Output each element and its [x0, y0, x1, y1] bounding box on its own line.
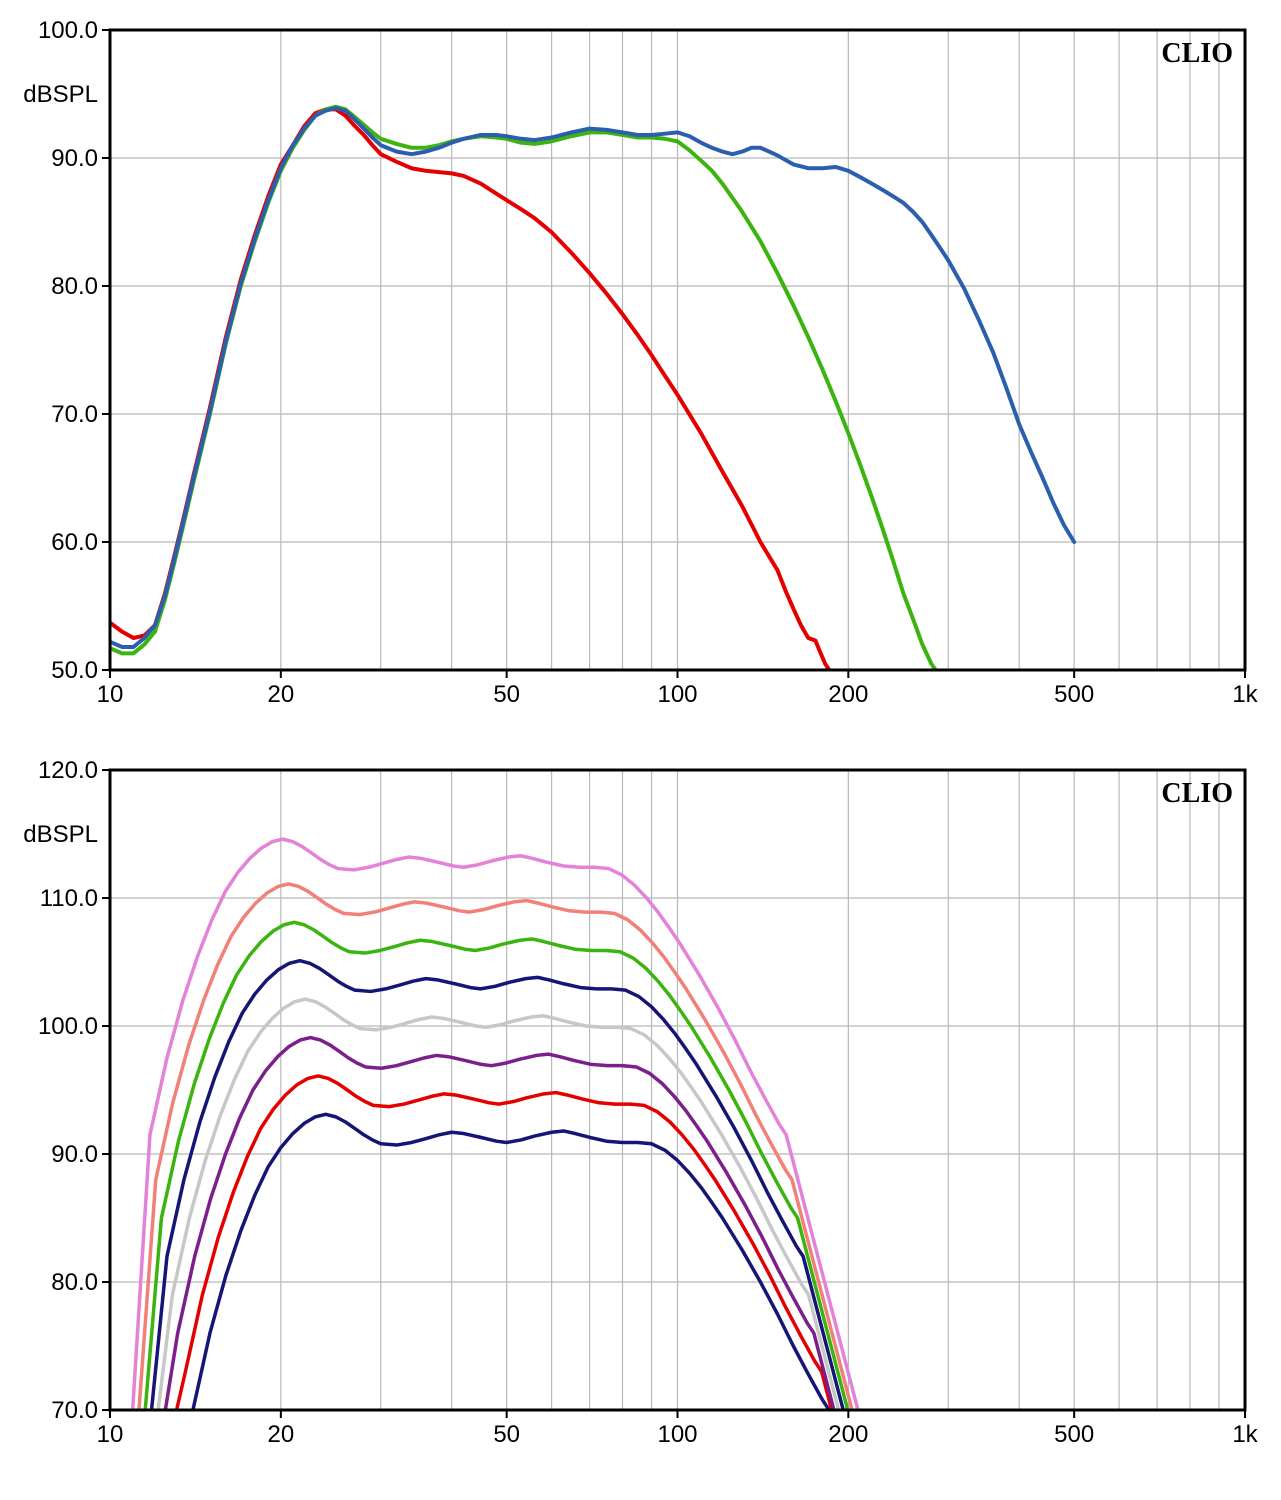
y-axis-label: dBSPL: [23, 821, 98, 848]
page: 10 20 50 100 200 500 1k 50.0 60.0 70.0 80.0 90.0 100…: [0, 0, 1281, 1500]
y-tick-label: 80.0: [51, 273, 98, 300]
x-tick-label: 20: [267, 1421, 294, 1448]
y-tick-label: 80.0: [51, 1269, 98, 1296]
x-tick-label: 100: [657, 1421, 697, 1448]
brand-label: CLIO: [1161, 778, 1233, 809]
x-tick-label: 20: [267, 681, 294, 708]
chart-top: 10 20 50 100 200 500 1k 50.0 60.0 70.0 80.0 90.0 100…: [20, 20, 1260, 720]
y-tick-label: 100.0: [38, 20, 98, 44]
y-tick-label: 110.0: [40, 885, 98, 912]
y-tick-label: 90.0: [51, 145, 98, 172]
chart-bottom-svg: 10 20 50 100 200 500 1k 70.0 80.0 90.0 100.0 110.0 1…: [20, 760, 1260, 1460]
x-tick-label: 200: [828, 681, 868, 708]
y-tick-label: 90.0: [51, 1141, 98, 1168]
chart-bottom: 10 20 50 100 200 500 1k 70.0 80.0 90.0 100.0 110.0 1…: [20, 760, 1260, 1460]
y-tick-label: 100.0: [38, 1013, 98, 1040]
x-tick-label: 200: [828, 1421, 868, 1448]
x-tick-label: 100: [657, 681, 697, 708]
y-tick-label: 70.0: [51, 1397, 98, 1424]
y-tick-label: 120.0: [38, 760, 98, 784]
x-tick-label: 10: [97, 681, 124, 708]
x-tick-label: 10: [97, 1421, 124, 1448]
x-tick-label: 50: [493, 1421, 520, 1448]
x-tick-label: 500: [1054, 1421, 1094, 1448]
chart-top-svg: 10 20 50 100 200 500 1k 50.0 60.0 70.0 80.0 90.0 100…: [20, 20, 1260, 720]
y-tick-label: 50.0: [51, 657, 98, 684]
y-tick-label: 70.0: [51, 401, 98, 428]
x-tick-label: 500: [1054, 681, 1094, 708]
x-tick-label: 1k: [1232, 681, 1258, 708]
x-tick-label: 50: [493, 681, 520, 708]
x-tick-label: 1k: [1232, 1421, 1258, 1448]
y-tick-label: 60.0: [51, 529, 98, 556]
y-axis-label: dBSPL: [23, 81, 98, 108]
brand-label: CLIO: [1161, 38, 1233, 69]
